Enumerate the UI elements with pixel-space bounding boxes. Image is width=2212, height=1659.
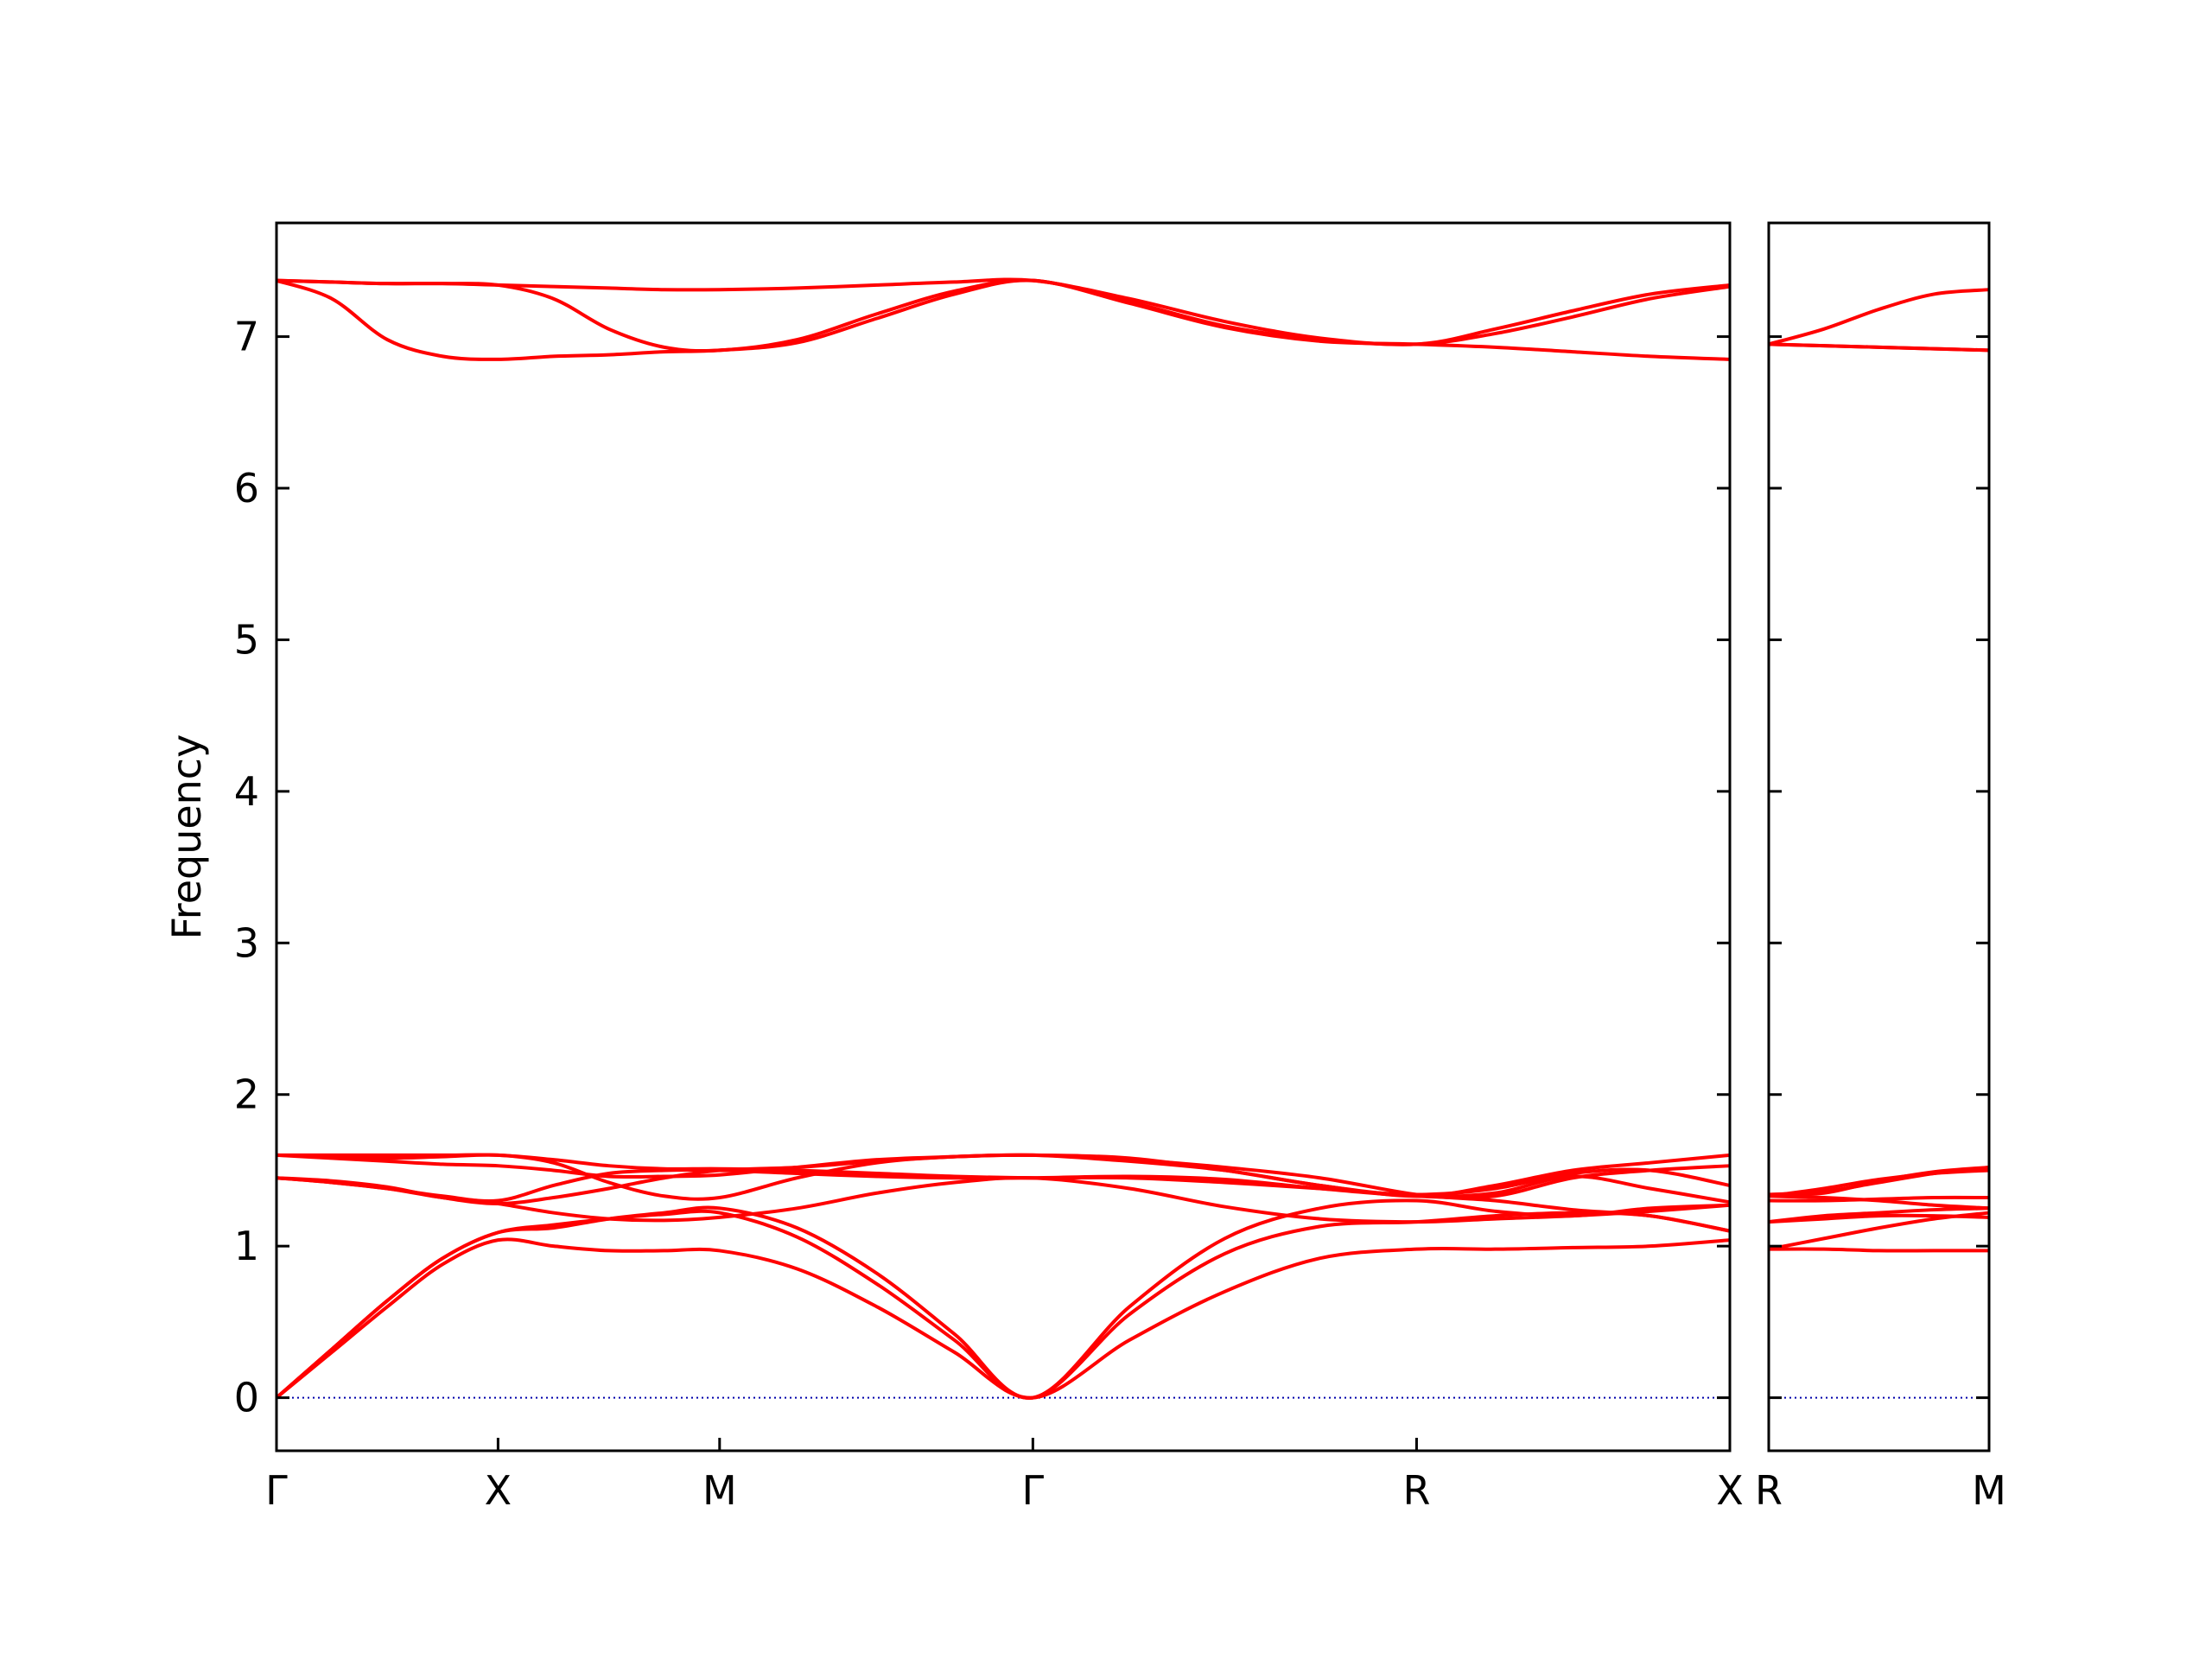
band-line [275, 1198, 1731, 1400]
y-tick-label: 7 [234, 314, 259, 360]
x-tick-label: Γ [1022, 1467, 1045, 1514]
band-line [276, 278, 1731, 353]
x-tick-label: R [1402, 1467, 1430, 1514]
band-line [276, 277, 1731, 346]
x-tick-label: M [702, 1467, 737, 1514]
band-line [1768, 1213, 1990, 1224]
y-tick-label: 6 [234, 465, 259, 512]
band-line [275, 1237, 1731, 1400]
plot-frame [275, 221, 1732, 1452]
band-line [276, 1153, 1731, 1197]
band-line [276, 1164, 1731, 1203]
x-tick-label: X [485, 1467, 512, 1514]
x-tick-label: Γ [265, 1467, 288, 1514]
band-line [1768, 342, 1990, 353]
y-tick-label: 4 [234, 768, 259, 815]
band-line [1768, 1165, 1990, 1197]
x-tick-label: R [1755, 1467, 1783, 1514]
band-line [276, 1153, 1731, 1233]
band-line [1768, 1194, 1990, 1211]
y-tick-label: 5 [234, 616, 259, 663]
band-line [1768, 1206, 1990, 1224]
x-tick-label: M [1972, 1467, 2006, 1514]
x-tick-label: X [1716, 1467, 1744, 1514]
y-tick-label: 1 [234, 1223, 259, 1269]
y-tick-label: 0 [234, 1375, 259, 1421]
y-axis-label: Frequency [163, 734, 210, 940]
y-tick-label: 2 [234, 1071, 259, 1118]
band-line [1768, 288, 1990, 346]
band-line [276, 278, 1731, 361]
plot-frame [1767, 221, 1991, 1452]
band-line [1768, 1247, 1989, 1253]
y-tick-label: 3 [234, 919, 259, 966]
